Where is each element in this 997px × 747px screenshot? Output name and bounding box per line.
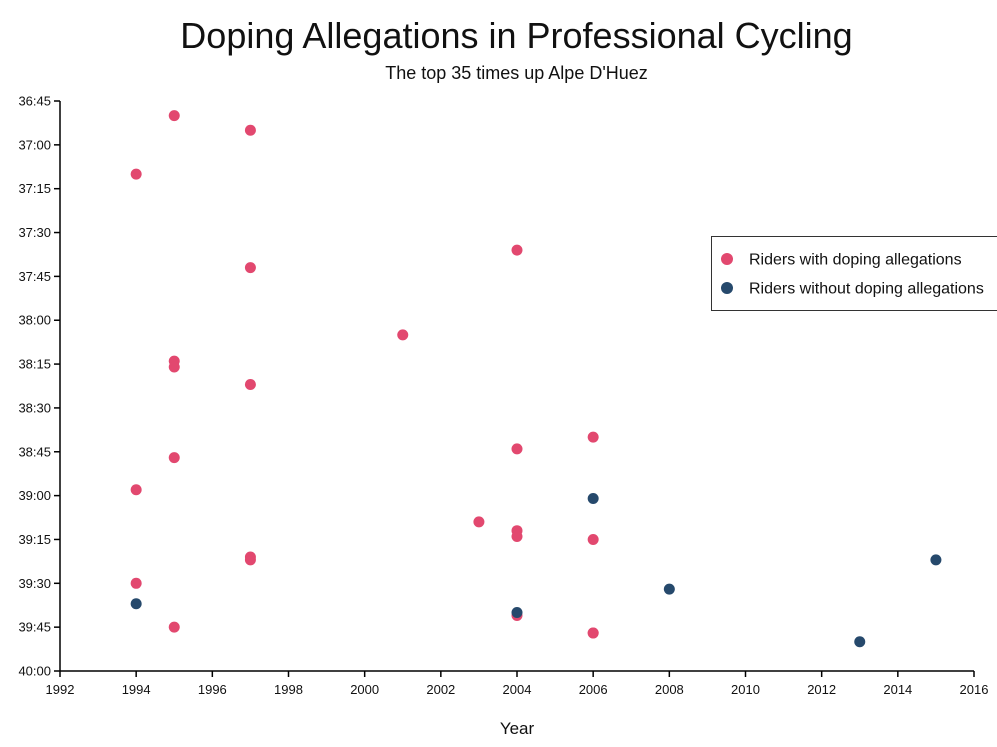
data-point[interactable]	[397, 329, 409, 341]
data-point[interactable]	[244, 124, 256, 136]
data-point[interactable]	[511, 443, 523, 455]
data-point[interactable]	[587, 431, 599, 443]
data-point[interactable]	[244, 379, 256, 391]
y-tick-label: 38:00	[18, 313, 51, 328]
y-tick-label: 37:00	[18, 137, 51, 152]
data-point[interactable]	[168, 452, 180, 464]
y-tick-label: 37:15	[18, 181, 51, 196]
y-tick-label: 38:15	[18, 357, 51, 372]
x-tick-label: 2010	[731, 682, 760, 697]
data-point[interactable]	[854, 636, 866, 648]
legend-label: Riders without doping allegations	[749, 281, 984, 298]
data-point[interactable]	[130, 168, 142, 180]
x-axis: 1992 1994 1996 1998 2000 2002 2004 2006 2008 2010…	[46, 670, 989, 697]
data-point[interactable]	[930, 554, 942, 566]
y-tick-label: 37:45	[18, 269, 51, 284]
y-tick-label: 38:45	[18, 444, 51, 459]
data-point[interactable]	[130, 598, 142, 610]
legend-label: Riders with doping allegations	[749, 252, 962, 269]
y-tick-label: 36:45	[18, 94, 51, 109]
data-point[interactable]	[587, 533, 599, 545]
x-tick-label: 2016	[960, 682, 989, 697]
data-point[interactable]	[511, 607, 523, 619]
y-tick-label: 39:30	[18, 576, 51, 591]
data-point[interactable]	[511, 244, 523, 256]
data-point[interactable]	[168, 621, 180, 633]
data-point[interactable]	[587, 627, 599, 639]
data-point[interactable]	[168, 110, 180, 122]
x-tick-label: 1998	[274, 682, 303, 697]
data-points	[130, 110, 942, 648]
x-tick-label: 1994	[122, 682, 151, 697]
x-tick-label: 1992	[46, 682, 75, 697]
x-tick-label: 2008	[655, 682, 684, 697]
legend-marker	[721, 253, 733, 265]
data-point[interactable]	[244, 554, 256, 566]
data-point[interactable]	[473, 516, 485, 528]
data-point[interactable]	[168, 361, 180, 373]
y-tick-label: 40:00	[18, 664, 51, 679]
data-point[interactable]	[587, 493, 599, 505]
chart-subtitle: The top 35 times up Alpe D'Huez	[385, 63, 648, 83]
legend: Riders with doping allegations Riders wit…	[711, 236, 997, 311]
data-point[interactable]	[244, 262, 256, 274]
data-point[interactable]	[511, 531, 523, 543]
y-tick-label: 39:15	[18, 532, 51, 547]
y-axis: 36:45 37:00 37:15 37:30 37:45 38:00 38:15 38:30…	[18, 94, 61, 679]
data-point[interactable]	[130, 577, 142, 589]
y-tick-label: 38:30	[18, 400, 51, 415]
data-point[interactable]	[663, 583, 675, 595]
x-tick-label: 1996	[198, 682, 227, 697]
legend-marker	[721, 282, 733, 294]
x-tick-label: 2014	[883, 682, 912, 697]
legend-box	[711, 236, 997, 311]
x-tick-label: 2006	[579, 682, 608, 697]
x-tick-label: 2000	[350, 682, 379, 697]
y-tick-label: 37:30	[18, 225, 51, 240]
y-tick-label: 39:00	[18, 488, 51, 503]
data-point[interactable]	[130, 484, 142, 496]
chart-title: Doping Allegations in Professional Cycli…	[180, 15, 853, 56]
x-tick-label: 2004	[503, 682, 532, 697]
x-tick-label: 2012	[807, 682, 836, 697]
x-tick-label: 2002	[426, 682, 455, 697]
y-tick-label: 39:45	[18, 620, 51, 635]
x-axis-label: Year	[500, 719, 535, 738]
